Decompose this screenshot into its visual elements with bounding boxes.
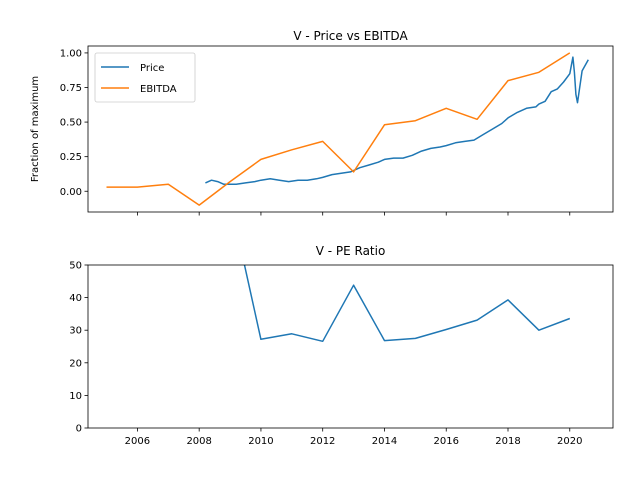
bottom-xtick-label: 2006 xyxy=(125,436,150,447)
top-series-price-line xyxy=(205,56,589,186)
bottom-ytick-label: 10 xyxy=(69,391,82,402)
legend: Price EBITDA xyxy=(94,52,196,103)
bottom-xtick-label: 2016 xyxy=(434,436,459,447)
bottom-chart-title: V - PE Ratio xyxy=(316,244,386,258)
bottom-ytick-label: 20 xyxy=(69,358,82,369)
top-ytick-label: 0.00 xyxy=(60,187,82,198)
top-chart-frame xyxy=(87,45,614,213)
top-ytick-label: 0.75 xyxy=(60,83,82,94)
bottom-ytick-label: 0 xyxy=(76,424,82,435)
legend-ebitda-label: EBITDA xyxy=(140,84,177,95)
bottom-ytick-label: 40 xyxy=(69,293,82,304)
top-chart-x-ticks xyxy=(137,212,571,216)
bottom-xtick-label: 2020 xyxy=(557,436,582,447)
bottom-chart-frame xyxy=(87,264,614,429)
top-series-ebitda-line xyxy=(106,52,571,206)
legend-box xyxy=(94,52,196,103)
bottom-xtick-label: 2010 xyxy=(248,436,273,447)
bottom-chart-x-ticks: 2006 2008 2010 2012 2014 2016 2018 2020 xyxy=(125,428,582,447)
bottom-xtick-label: 2012 xyxy=(310,436,335,447)
top-chart-title: V - Price vs EBITDA xyxy=(293,29,408,43)
top-ytick-label: 0.25 xyxy=(60,152,82,163)
top-ytick-label: 0.50 xyxy=(60,118,82,129)
bottom-ytick-label: 30 xyxy=(69,326,82,337)
bottom-chart-series xyxy=(243,265,571,343)
bottom-xtick-label: 2018 xyxy=(495,436,520,447)
top-ytick-label: 1.00 xyxy=(60,48,82,59)
top-chart-series xyxy=(106,52,589,206)
bottom-xtick-label: 2008 xyxy=(186,436,211,447)
top-chart-ylabel: Fraction of maximum xyxy=(30,76,41,182)
bottom-ytick-label: 50 xyxy=(69,261,82,272)
bottom-chart: V - PE Ratio 0 10 20 30 40 50 2006 2008 2010 201… xyxy=(69,244,614,447)
top-chart: V - Price vs EBITDA Fraction of maximum … xyxy=(30,29,614,216)
legend-price-label: Price xyxy=(140,63,164,74)
top-chart-y-ticks: 0.00 0.25 0.50 0.75 1.00 xyxy=(60,48,88,198)
bottom-xtick-label: 2014 xyxy=(372,436,397,447)
bottom-chart-y-ticks: 0 10 20 30 40 50 xyxy=(69,261,88,435)
bottom-series-pe-line xyxy=(243,265,571,343)
